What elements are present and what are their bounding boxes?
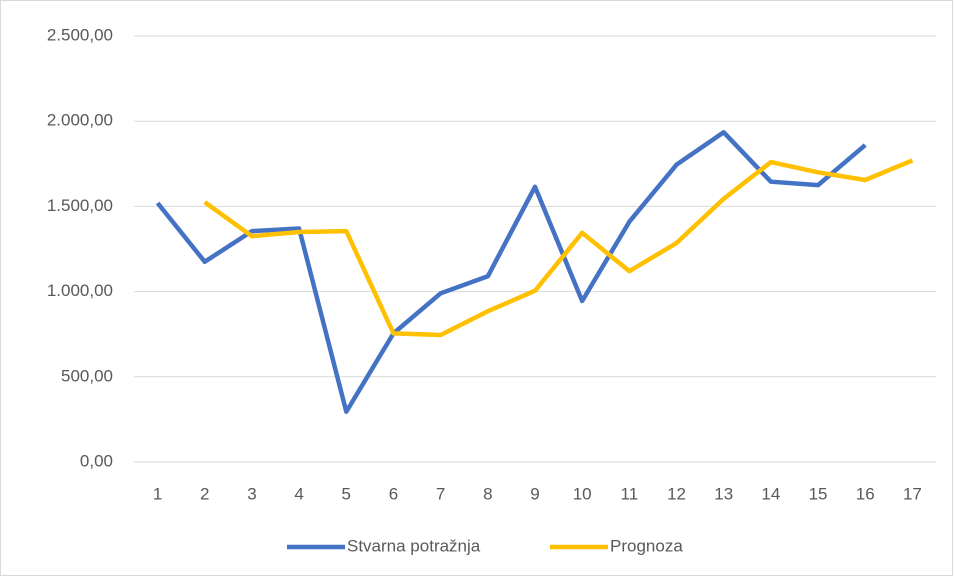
y-tick-label: 2.000,00 <box>47 111 113 130</box>
x-tick-label: 1 <box>153 484 162 503</box>
legend-label: Stvarna potražnja <box>347 536 481 555</box>
y-tick-label: 500,00 <box>61 366 113 385</box>
x-tick-label: 2 <box>200 484 209 503</box>
y-tick-label: 2.500,00 <box>47 25 113 44</box>
x-tick-label: 9 <box>530 484 539 503</box>
y-tick-label: 1.000,00 <box>47 281 113 300</box>
x-tick-label: 13 <box>714 484 733 503</box>
x-tick-label: 3 <box>247 484 256 503</box>
x-tick-label: 10 <box>573 484 592 503</box>
x-tick-label: 4 <box>294 484 303 503</box>
x-tick-label: 5 <box>342 484 351 503</box>
x-tick-label: 16 <box>856 484 875 503</box>
x-tick-label: 17 <box>903 484 922 503</box>
x-tick-label: 7 <box>436 484 445 503</box>
legend-label: Prognoza <box>610 536 683 555</box>
x-tick-label: 12 <box>667 484 686 503</box>
series-line <box>155 130 867 414</box>
x-tick-label: 14 <box>761 484 780 503</box>
y-tick-label: 1.500,00 <box>47 196 113 215</box>
x-tick-label: 6 <box>389 484 398 503</box>
x-tick-label: 15 <box>809 484 828 503</box>
x-tick-label: 8 <box>483 484 492 503</box>
y-tick-label: 0,00 <box>80 451 113 470</box>
x-tick-label: 11 <box>621 484 639 503</box>
series-line <box>203 158 914 338</box>
